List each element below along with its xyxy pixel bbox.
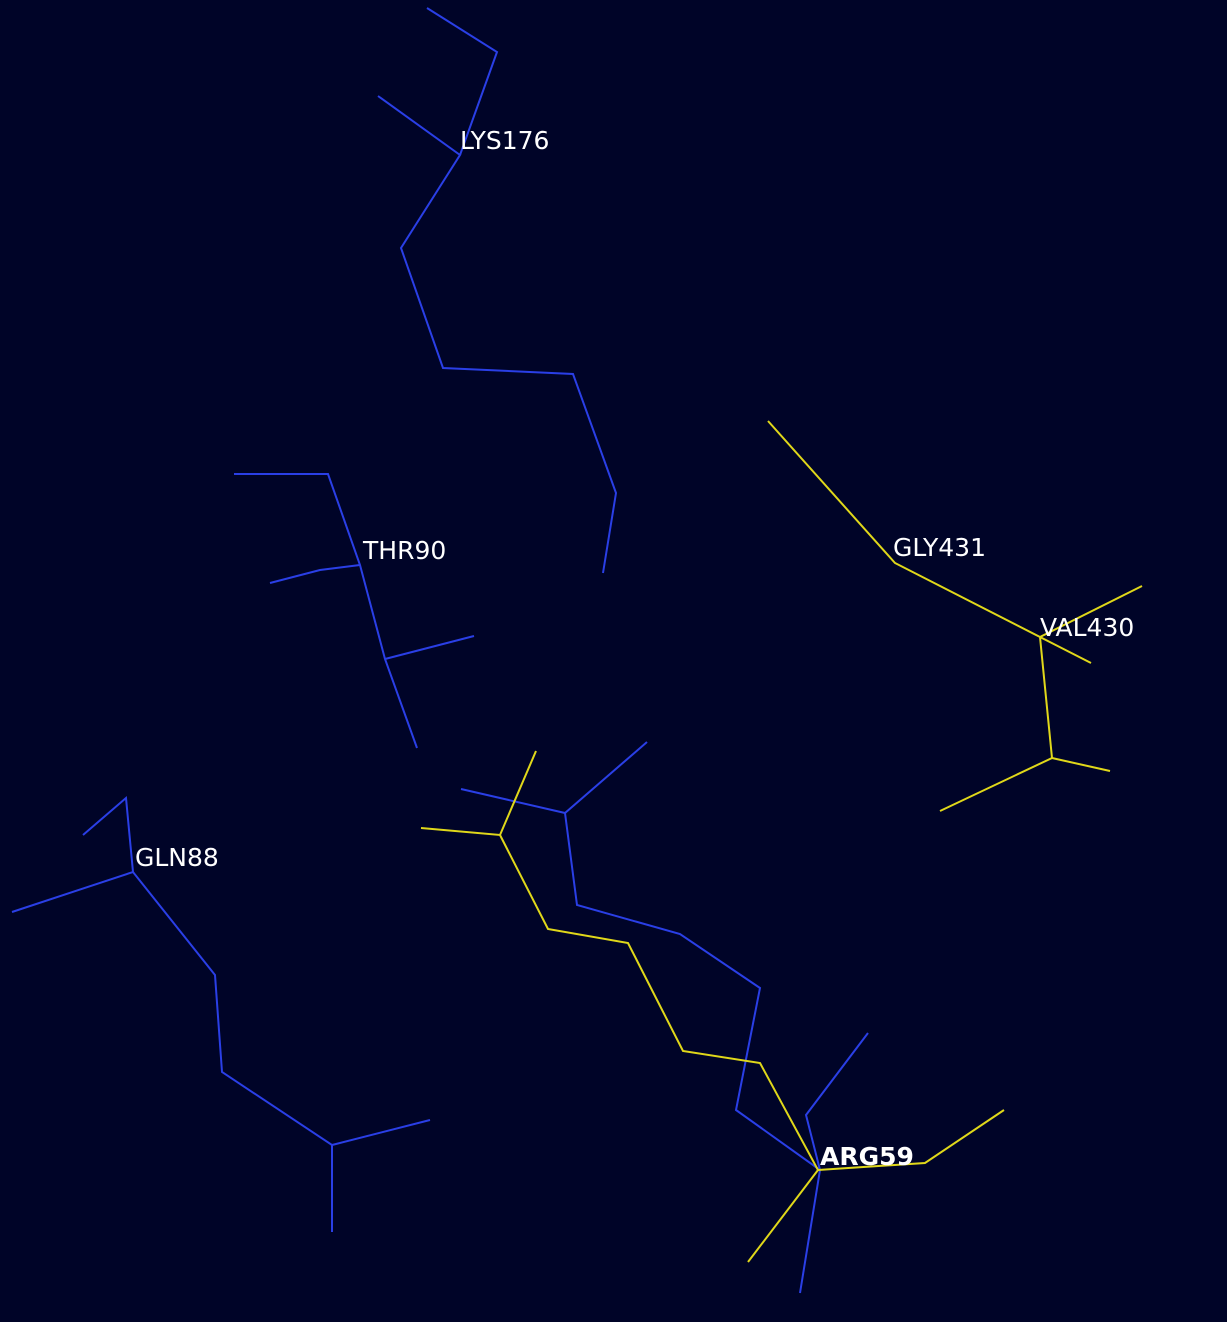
residue-label: LYS176 — [460, 126, 549, 155]
residue-label: GLY431 — [893, 533, 986, 562]
residue-label: VAL430 — [1040, 613, 1134, 642]
residue-label: GLN88 — [135, 843, 219, 872]
residue-label: ARG59 — [820, 1142, 914, 1171]
residue-label: THR90 — [362, 536, 446, 565]
molecule-viewer: LYS176 THR90 GLY431 VAL430 GLN88 ARG59 — [0, 0, 1227, 1322]
